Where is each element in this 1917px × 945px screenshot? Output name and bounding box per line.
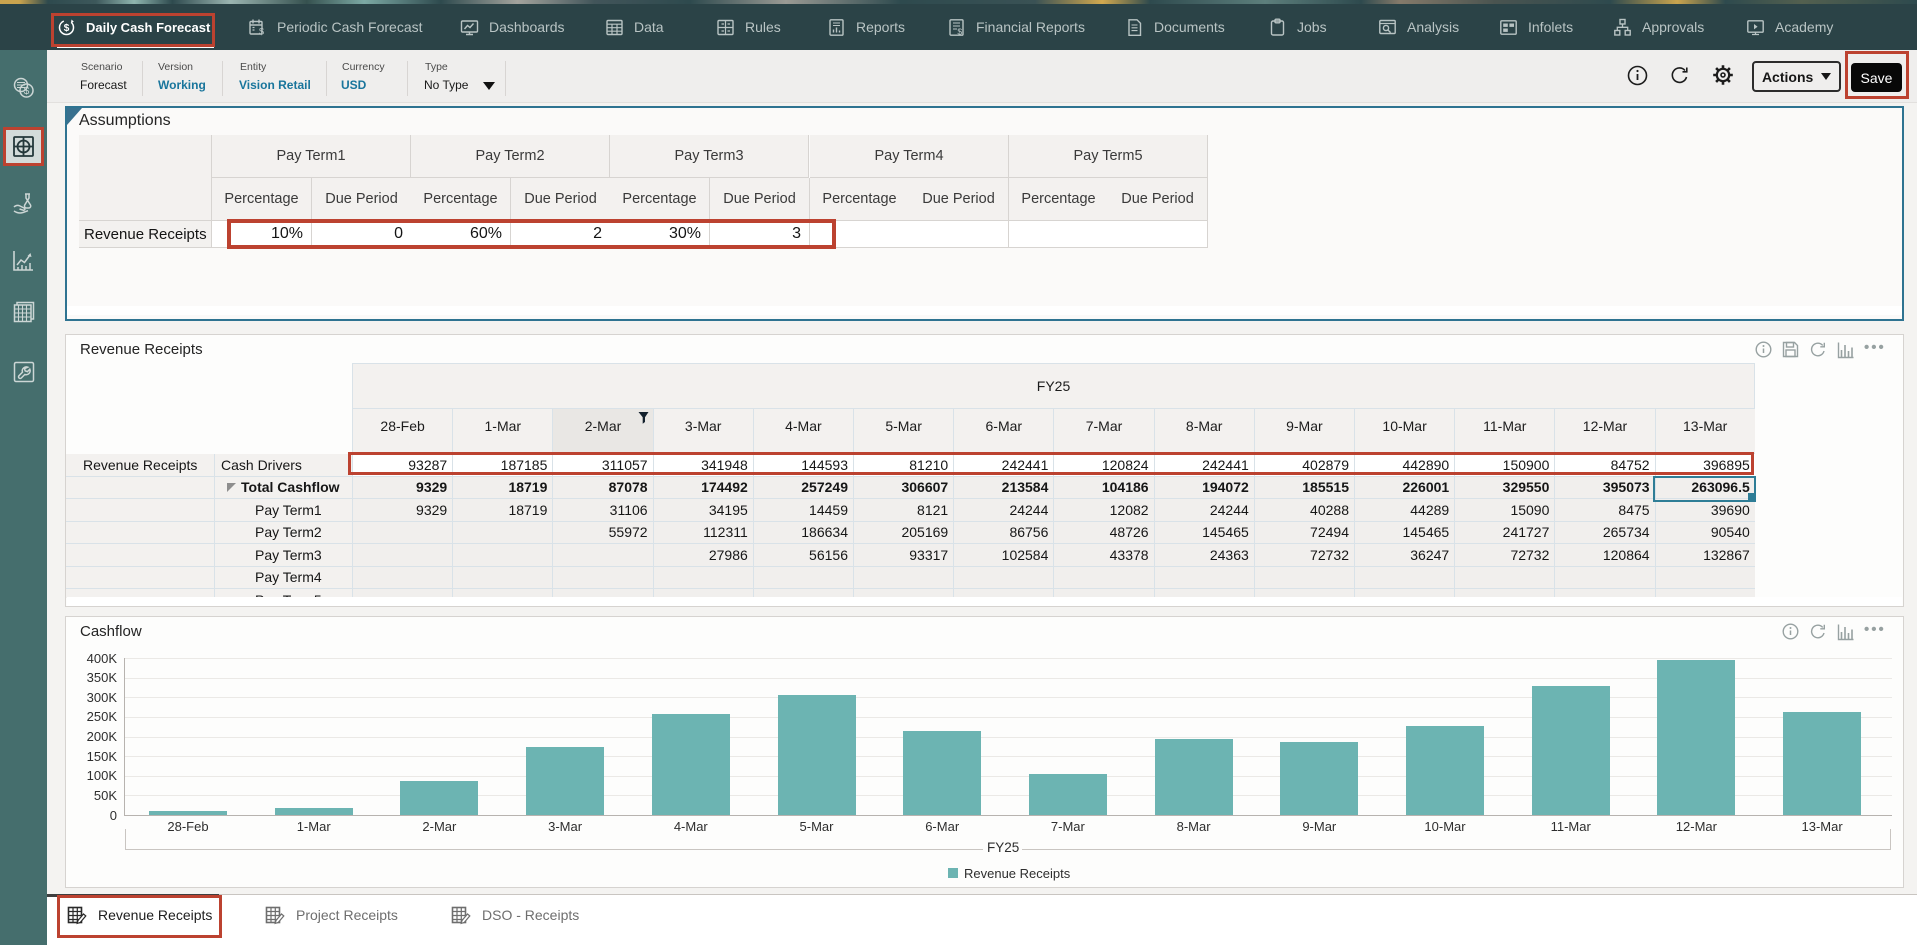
svg-text:$: $ bbox=[24, 86, 30, 97]
svg-text:$: $ bbox=[259, 26, 264, 36]
svg-text:$: $ bbox=[64, 23, 70, 34]
svg-text:$: $ bbox=[957, 26, 962, 36]
